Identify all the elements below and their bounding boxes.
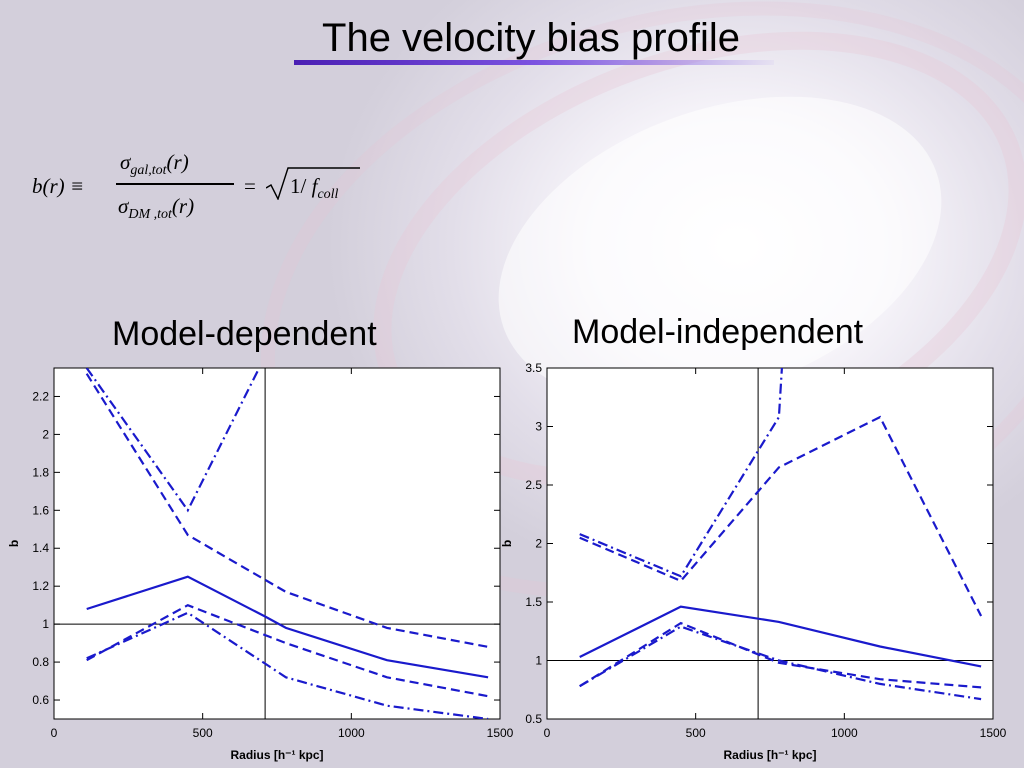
left-ytick-label: 1 (42, 617, 49, 631)
formula-lhs: b(r) ≡ (32, 174, 85, 198)
left-series-line-4-dashdot (85, 368, 261, 513)
right-series-line-2-dashed (579, 415, 983, 617)
left-y-axis-label: b (7, 540, 21, 547)
formula-equals: = (244, 174, 256, 198)
formula-rhs: 1/ fcoll (290, 174, 338, 203)
right-plot-area (546, 367, 994, 720)
right-ytick-label: 2 (535, 537, 542, 551)
left-series-line-2-dashed (85, 373, 489, 648)
right-xtick-label: 0 (544, 726, 551, 740)
formula-rhs-prefix: 1/ (290, 174, 312, 198)
formula-rhs-sub: coll (317, 187, 339, 203)
right-series-line-3-dashed (579, 621, 982, 689)
right-series-line-4-dashdot (579, 368, 783, 578)
left-panel-title: Model-dependent (112, 315, 377, 353)
right-ytick-label: 1 (535, 654, 542, 668)
left-ytick-label: 2 (42, 427, 49, 441)
formula-numerator: σgal,tot(r) (120, 150, 189, 179)
fraction-bar (116, 183, 234, 185)
right-ytick-label: 1.5 (525, 595, 542, 609)
formula-num-arg: (r) (166, 150, 189, 174)
left-ytick-label: 1.4 (32, 541, 49, 555)
right-x-axis-label: Radius [h⁻¹ kpc] (723, 748, 816, 762)
left-series-line-3-dashed (86, 603, 489, 698)
left-xtick-label: 0 (51, 726, 58, 740)
left-ytick-label: 1.8 (32, 465, 49, 479)
left-ytick-label: 0.8 (32, 655, 49, 669)
title-underline (294, 60, 774, 65)
formula-rhs-symbol: f (311, 174, 318, 198)
left-xtick-label: 1500 (487, 726, 514, 740)
left-ytick-label: 0.6 (32, 693, 49, 707)
right-y-axis-label: b (500, 540, 514, 547)
left-plot-area (53, 367, 501, 720)
right-xtick-label: 500 (686, 726, 706, 740)
left-xtick-label: 500 (193, 726, 213, 740)
left-ytick-label: 2.2 (32, 389, 49, 403)
square-root-sign (266, 167, 360, 200)
left-x-axis-label: Radius [h⁻¹ kpc] (230, 748, 323, 762)
left-series-line-5-dashdot (86, 611, 489, 719)
right-series-line-5-dashdot (579, 625, 982, 701)
right-series-line-1-solid (579, 605, 982, 668)
slide-title: The velocity bias profile (322, 16, 740, 60)
formula-den-arg: (r) (171, 194, 195, 218)
right-ytick-label: 0.5 (525, 712, 542, 726)
left-series-line-1-solid (86, 575, 489, 679)
right-series-group (547, 368, 993, 719)
left-ytick-label: 1.2 (32, 579, 49, 593)
left-series-group (54, 368, 500, 719)
formula-denominator: σDM ,tot(r) (118, 194, 194, 223)
right-ytick-label: 3.5 (525, 361, 542, 375)
left-ytick-label: 1.6 (32, 503, 49, 517)
formula-den-sub: DM ,tot (128, 207, 172, 223)
right-ytick-label: 2.5 (525, 478, 542, 492)
right-ytick-label: 3 (535, 420, 542, 434)
formula-den-symbol: σ (118, 194, 129, 218)
formula-num-symbol: σ (120, 150, 131, 174)
right-xtick-label: 1000 (831, 726, 858, 740)
velocity-bias-formula: b(r) ≡ σgal,tot(r) σDM ,tot(r) = 1/ fcol… (30, 150, 370, 223)
left-xtick-label: 1000 (338, 726, 365, 740)
right-xtick-label: 1500 (980, 726, 1007, 740)
formula-num-sub: gal,tot (130, 163, 167, 179)
right-panel-title: Model-independent (572, 313, 864, 351)
